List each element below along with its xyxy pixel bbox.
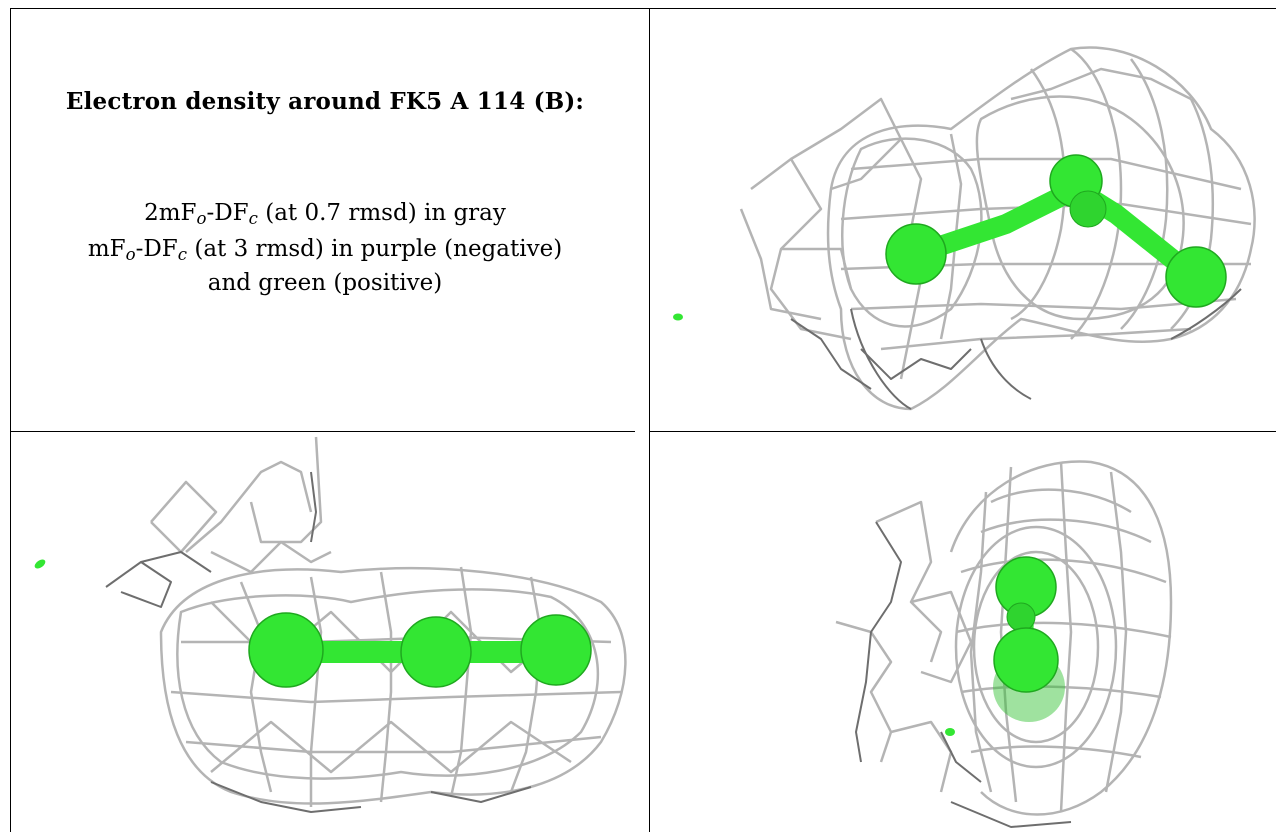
green-density-blob bbox=[34, 559, 46, 569]
grid-left-border bbox=[10, 8, 11, 832]
atom-sphere bbox=[1165, 246, 1227, 308]
atom-sphere bbox=[248, 612, 324, 688]
density-view-top-right bbox=[673, 46, 1256, 411]
caption-line-2mfo: 2mFo-DFc (at 0.7 rmsd) in gray bbox=[144, 200, 506, 229]
caption-line-mfo: mFo-DFc (at 3 rmsd) in purple (negative) bbox=[87, 236, 563, 265]
atom-sphere bbox=[1006, 602, 1036, 632]
grid-center-divider bbox=[649, 8, 650, 832]
grid-middle-divider-left bbox=[10, 431, 635, 432]
atom-sphere bbox=[885, 223, 947, 285]
ligand-model bbox=[248, 612, 592, 688]
ligand-model bbox=[993, 556, 1065, 722]
density-mesh-dark bbox=[790, 288, 1242, 410]
atom-sphere bbox=[1069, 190, 1107, 228]
density-mesh-dark bbox=[855, 521, 1072, 828]
green-density-blob bbox=[945, 728, 955, 736]
atom-sphere bbox=[993, 627, 1059, 693]
ligand-model bbox=[885, 154, 1227, 308]
density-view-bottom-left bbox=[34, 436, 627, 813]
caption-line-green: and green (positive) bbox=[207, 270, 443, 296]
grid-top-border bbox=[10, 8, 1276, 9]
density-mesh bbox=[835, 460, 1173, 816]
atom-sphere bbox=[520, 614, 592, 686]
density-view-bottom-right bbox=[835, 460, 1173, 828]
atom-sphere bbox=[400, 616, 472, 688]
density-mesh-dark bbox=[105, 471, 532, 813]
caption-title: Electron density around FK5 A 114 (B): bbox=[65, 88, 585, 115]
grid-middle-divider-right bbox=[650, 431, 1276, 432]
green-density-blob bbox=[673, 313, 683, 321]
